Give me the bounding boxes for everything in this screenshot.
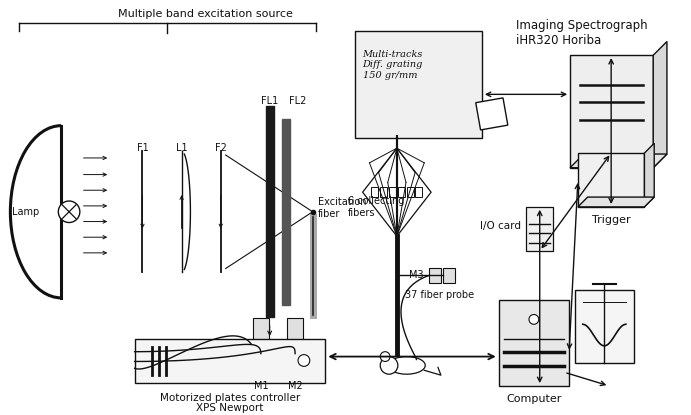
Bar	[398, 187, 405, 197]
Text: Trigger: Trigger	[592, 215, 630, 225]
Bar	[372, 187, 378, 197]
Circle shape	[380, 352, 390, 361]
Text: XPS Newport: XPS Newport	[196, 403, 264, 413]
Ellipse shape	[388, 356, 425, 374]
Bar	[407, 187, 413, 197]
FancyBboxPatch shape	[253, 358, 269, 373]
Polygon shape	[645, 143, 654, 207]
Text: M3: M3	[408, 270, 424, 281]
FancyBboxPatch shape	[253, 318, 269, 354]
Text: 6 collecting
fibers: 6 collecting fibers	[348, 196, 404, 218]
Text: I/O card: I/O card	[480, 221, 521, 231]
Circle shape	[58, 201, 80, 222]
Text: Imaging Spectrograph
iHR320 Horiba: Imaging Spectrograph iHR320 Horiba	[516, 19, 648, 47]
FancyBboxPatch shape	[354, 31, 482, 138]
Text: Multi-tracks
Diff. grating
150 gr/mm: Multi-tracks Diff. grating 150 gr/mm	[363, 50, 423, 80]
FancyBboxPatch shape	[499, 300, 569, 386]
FancyBboxPatch shape	[570, 55, 653, 168]
Bar	[266, 106, 274, 317]
Bar	[389, 187, 396, 197]
Text: Multiple band excitation source: Multiple band excitation source	[118, 9, 294, 19]
Text: 37 fiber probe: 37 fiber probe	[405, 290, 474, 300]
Text: F1: F1	[137, 143, 149, 153]
FancyBboxPatch shape	[575, 290, 634, 364]
Polygon shape	[475, 98, 508, 130]
Polygon shape	[578, 197, 654, 207]
FancyBboxPatch shape	[578, 153, 645, 207]
Text: Lamp: Lamp	[12, 207, 39, 217]
Circle shape	[529, 315, 539, 324]
Bar	[283, 119, 290, 305]
FancyBboxPatch shape	[429, 268, 441, 283]
Text: M2: M2	[287, 381, 303, 391]
FancyBboxPatch shape	[526, 207, 553, 251]
Circle shape	[298, 355, 310, 366]
Text: FL1: FL1	[261, 96, 278, 106]
FancyBboxPatch shape	[135, 339, 325, 383]
Bar	[380, 187, 387, 197]
Text: Excitation
fiber: Excitation fiber	[318, 197, 366, 219]
Text: M1: M1	[254, 381, 268, 391]
Circle shape	[380, 356, 398, 374]
Text: FL2: FL2	[290, 96, 307, 106]
Text: Computer: Computer	[507, 394, 562, 404]
Text: F2: F2	[215, 143, 227, 153]
Text: Motorized plates controller: Motorized plates controller	[160, 393, 300, 403]
FancyBboxPatch shape	[287, 318, 303, 354]
Text: L1: L1	[176, 143, 187, 153]
Polygon shape	[570, 154, 667, 168]
FancyBboxPatch shape	[287, 358, 303, 373]
Bar	[415, 187, 422, 197]
Polygon shape	[653, 42, 667, 168]
FancyBboxPatch shape	[443, 268, 455, 283]
